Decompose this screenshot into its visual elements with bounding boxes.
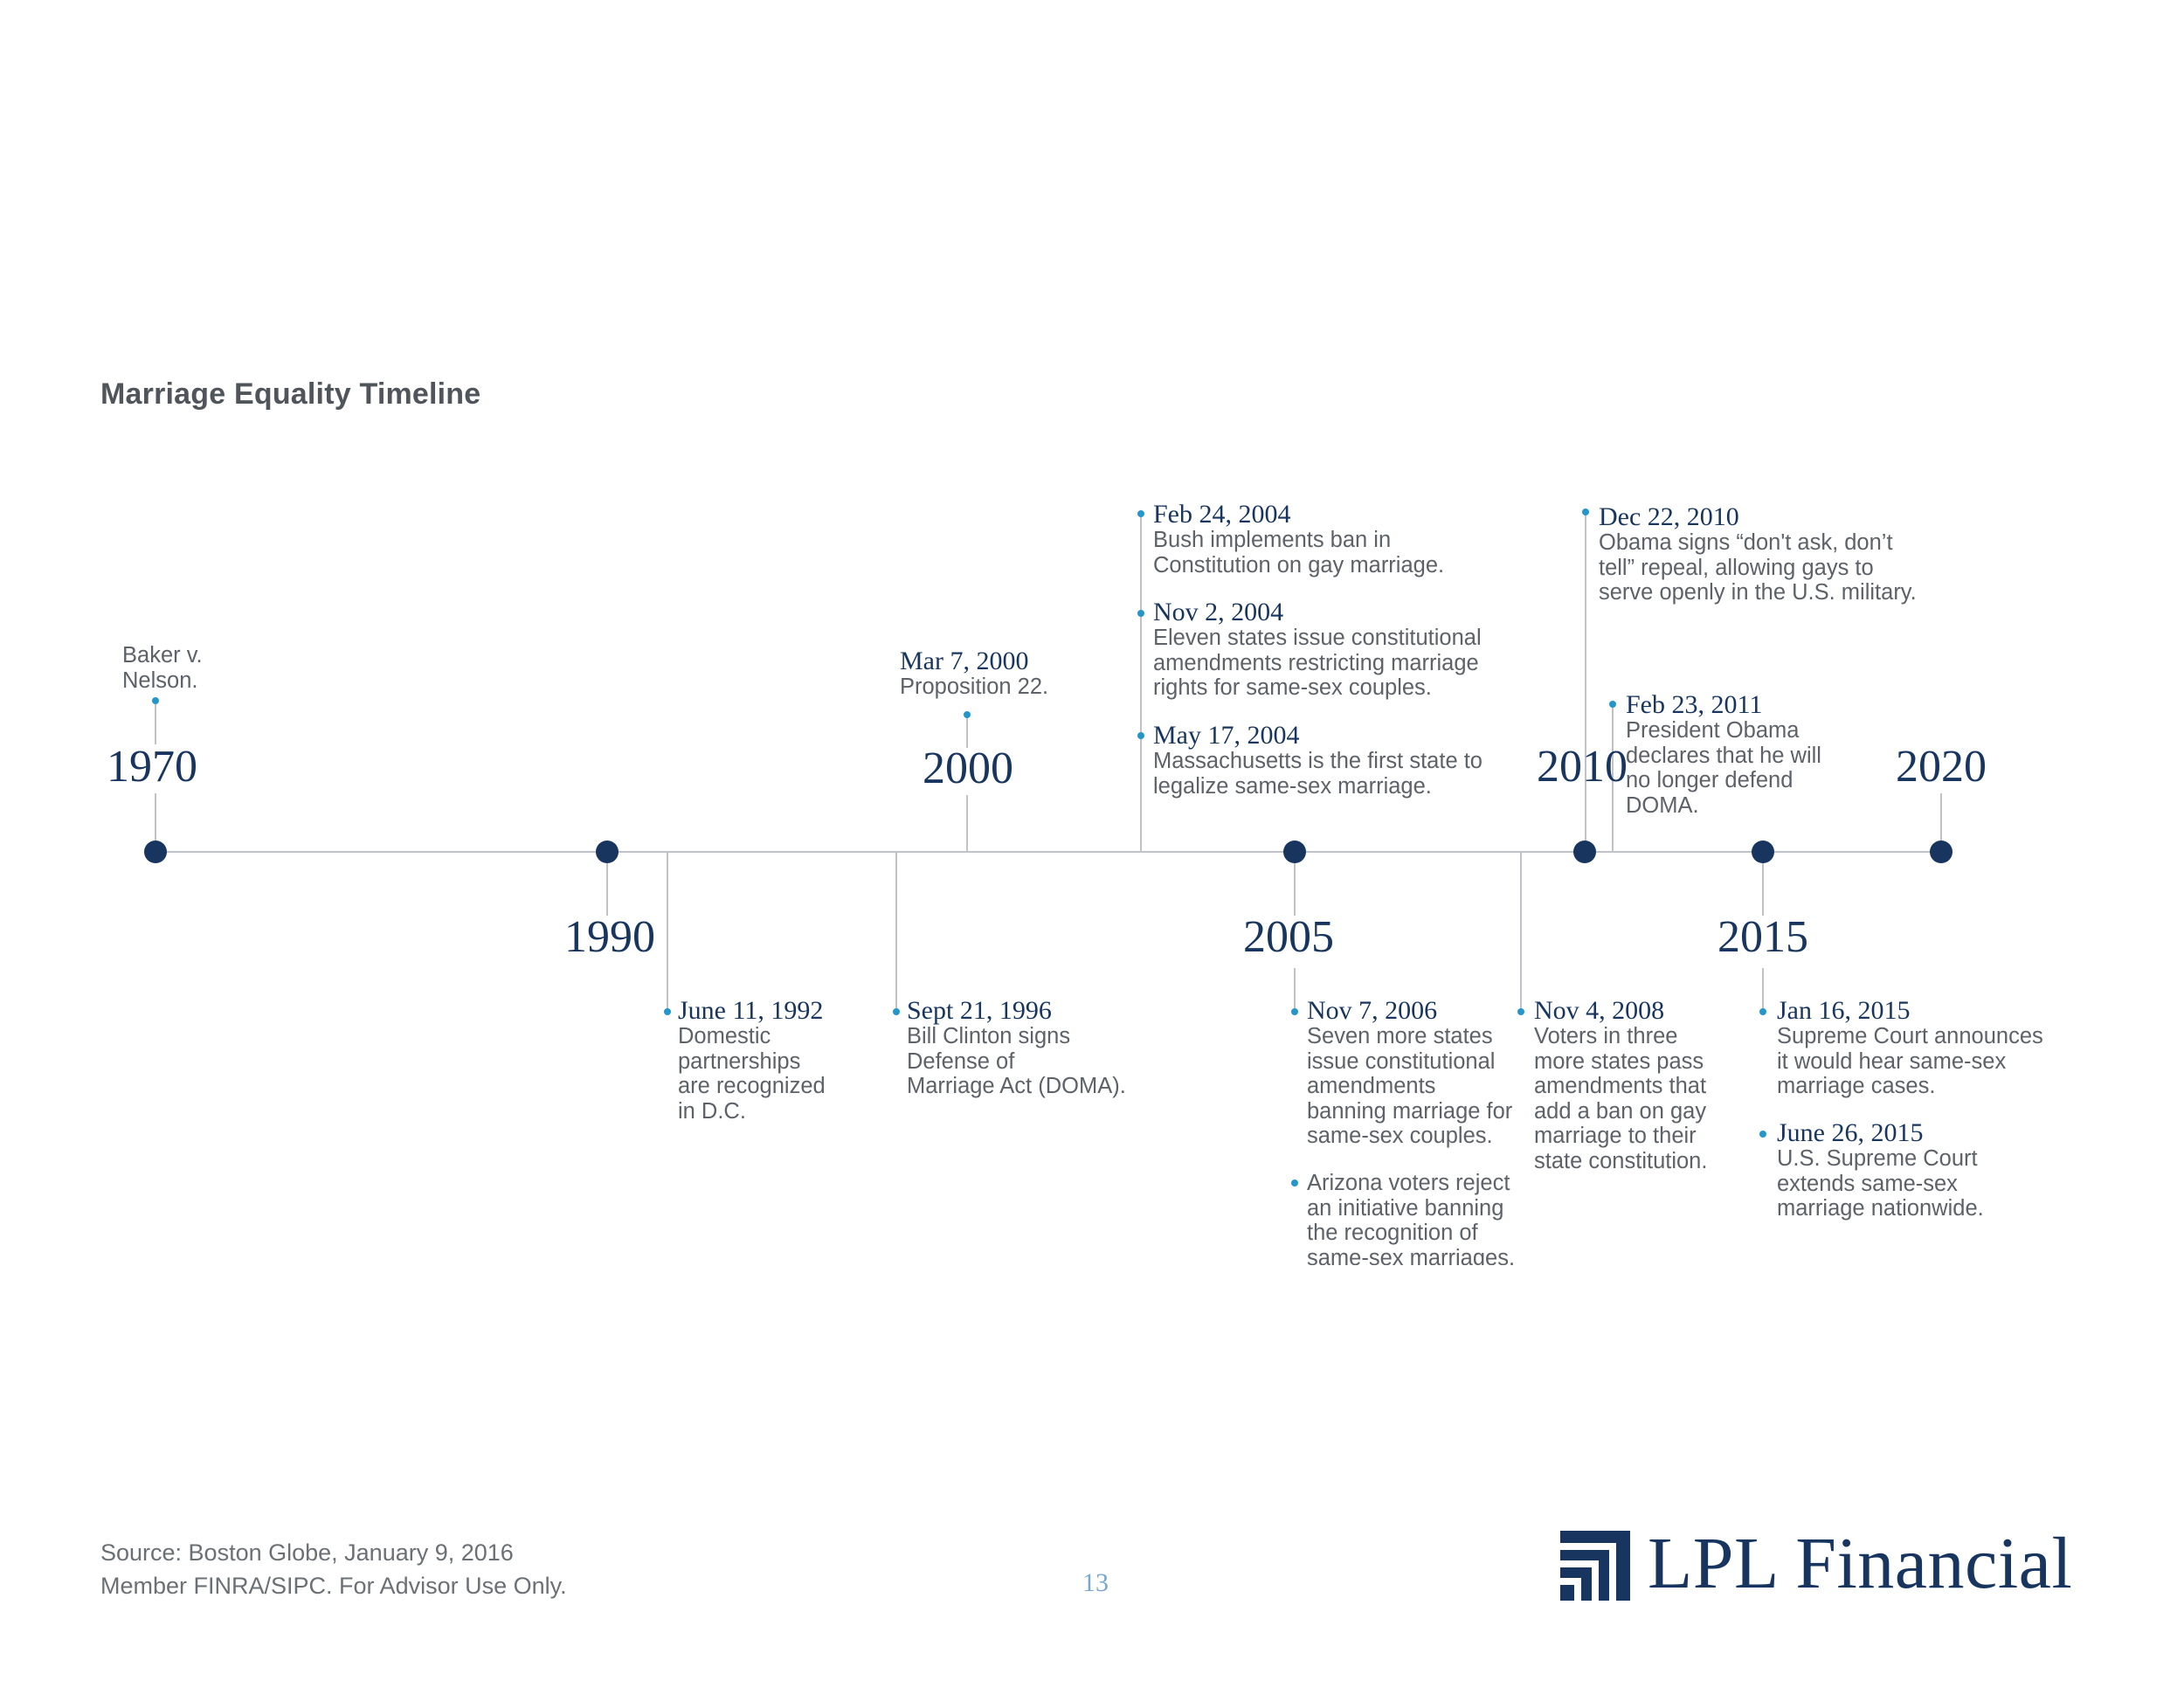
bullet-nov2004 xyxy=(1137,610,1144,617)
bullet-baker xyxy=(152,697,159,704)
year-dot-2010 xyxy=(1573,841,1596,863)
page-title: Marriage Equality Timeline xyxy=(100,377,481,411)
bullet-jan2015 xyxy=(1759,1008,1766,1015)
event-text: Baker v. Nelson. xyxy=(122,643,203,693)
connector-2000-label xyxy=(966,795,968,851)
disclaimer: Member FINRA/SIPC. For Advisor Use Only. xyxy=(100,1573,567,1599)
event-date: Sept 21, 1996 xyxy=(907,996,1052,1025)
event-nov2008: Nov 4, 2008 Voters in three more states … xyxy=(1534,998,1707,1173)
year-dot-2015 xyxy=(1752,841,1774,863)
event-text: Bill Clinton signs Defense of Marriage A… xyxy=(907,1024,1126,1098)
bullet-feb2004 xyxy=(1137,510,1144,517)
event-sep1996: Sept 21, 1996 Bill Clinton signs Defense… xyxy=(907,998,1126,1099)
year-dot-2020 xyxy=(1930,841,1952,863)
event-jan2015: Jan 16, 2015 Supreme Court announces it … xyxy=(1777,998,2043,1099)
event-text: President Obama declares that he will no… xyxy=(1626,718,1821,818)
connector-2005 xyxy=(1294,861,1296,916)
connector-mar2000 xyxy=(966,715,968,748)
event-text: Seven more states issue constitutional a… xyxy=(1307,1024,1513,1148)
bullet-dec2010 xyxy=(1582,508,1589,515)
connector-nov2006 xyxy=(1294,968,1296,1012)
event-text: Bush implements ban in Constitution on g… xyxy=(1153,528,1445,578)
year-label-2000: 2000 xyxy=(923,744,1013,793)
event-date: Dec 22, 2010 xyxy=(1599,502,1739,531)
event-date: Feb 23, 2011 xyxy=(1626,690,1763,719)
year-label-2020: 2020 xyxy=(1896,742,1987,792)
event-text: Massachusetts is the first state to lega… xyxy=(1153,749,1482,799)
connector-1970 xyxy=(155,697,156,744)
bullet-feb2011 xyxy=(1609,701,1616,708)
lpl-logo: LPL Financial xyxy=(1560,1522,2072,1601)
event-text: Eleven states issue constitutional amend… xyxy=(1153,626,1482,700)
event-dec2010: Dec 22, 2010 Obama signs “don't ask, don… xyxy=(1599,504,1917,605)
event-date: Jan 16, 2015 xyxy=(1777,996,1911,1025)
year-dot-2005 xyxy=(1283,841,1306,863)
event-date: Nov 7, 2006 xyxy=(1307,996,1438,1025)
event-nov2006: Nov 7, 2006 Seven more states issue cons… xyxy=(1307,998,1512,1149)
bullet-mar2000 xyxy=(964,711,971,718)
event-arizona: Arizona voters reject an initiative bann… xyxy=(1307,1171,1515,1265)
event-feb2004: Feb 24, 2004 Bush implements ban in Cons… xyxy=(1153,502,1444,578)
event-nov2004: Nov 2, 2004 Eleven states issue constitu… xyxy=(1153,599,1482,701)
event-date: June 26, 2015 xyxy=(1777,1118,1924,1147)
event-text: Domestic partnerships are recognized in … xyxy=(678,1024,826,1124)
year-dot-1990 xyxy=(596,841,619,863)
connector-2020 xyxy=(1940,793,1942,841)
connector-sep1996 xyxy=(895,852,897,1011)
connector-dec2010 xyxy=(1585,514,1586,841)
year-label-2005: 2005 xyxy=(1243,912,1334,962)
event-may2004: May 17, 2004 Massachusetts is the first … xyxy=(1153,723,1482,799)
lpl-logo-mark-icon xyxy=(1560,1531,1630,1601)
year-label-2015: 2015 xyxy=(1717,912,1808,962)
event-text: Voters in three more states pass amendme… xyxy=(1534,1024,1708,1173)
connector-2015-events xyxy=(1762,968,1764,1012)
logo-text: LPL Financial xyxy=(1648,1523,2073,1604)
bullet-arizona xyxy=(1291,1180,1298,1186)
connector-jun1992 xyxy=(667,852,668,1011)
event-text: Supreme Court announces it would hear sa… xyxy=(1777,1024,2043,1098)
connector-feb2011 xyxy=(1612,704,1614,851)
event-mar2000: Mar 7, 2000 Proposition 22. xyxy=(900,648,1048,700)
bullet-may2004 xyxy=(1137,732,1144,739)
page-number: 13 xyxy=(1082,1568,1109,1597)
event-jun1992: June 11, 1992 Domestic partnerships are … xyxy=(678,998,826,1124)
event-date: Nov 2, 2004 xyxy=(1153,598,1284,626)
event-text: Obama signs “don't ask, don’t tell” repe… xyxy=(1599,530,1917,605)
event-text: Proposition 22. xyxy=(900,675,1049,699)
connector-2004 xyxy=(1140,514,1142,851)
event-text: U.S. Supreme Court extends same-sex marr… xyxy=(1777,1146,1984,1221)
connector-2015 xyxy=(1762,861,1764,916)
bullet-jun1992 xyxy=(664,1008,671,1015)
bullet-jun2015 xyxy=(1759,1131,1766,1138)
bullet-sep1996 xyxy=(893,1008,900,1015)
event-jun2015: June 26, 2015 U.S. Supreme Court extends… xyxy=(1777,1120,1984,1221)
year-label-2010: 2010 xyxy=(1537,742,1628,792)
year-dot-1970 xyxy=(144,841,167,863)
connector-nov2008 xyxy=(1520,852,1522,1011)
year-label-1990: 1990 xyxy=(564,912,655,962)
event-baker-v-nelson: Baker v. Nelson. xyxy=(122,643,203,693)
bullet-nov2008 xyxy=(1517,1008,1524,1015)
event-text: Arizona voters reject an initiative bann… xyxy=(1307,1171,1516,1265)
event-date: Feb 24, 2004 xyxy=(1153,500,1291,529)
event-date: Nov 4, 2008 xyxy=(1534,996,1665,1025)
connector-1990 xyxy=(606,861,608,916)
year-label-1970: 1970 xyxy=(107,742,197,792)
event-date: May 17, 2004 xyxy=(1153,721,1300,750)
bullet-nov2006 xyxy=(1291,1008,1298,1015)
event-date: June 11, 1992 xyxy=(678,996,824,1025)
event-date: Mar 7, 2000 xyxy=(900,647,1029,675)
event-feb2011: Feb 23, 2011 President Obama declares th… xyxy=(1626,692,1821,818)
source-note: Source: Boston Globe, January 9, 2016 xyxy=(100,1539,514,1566)
timeline-axis xyxy=(156,851,1941,853)
connector-1970-label xyxy=(155,793,156,841)
